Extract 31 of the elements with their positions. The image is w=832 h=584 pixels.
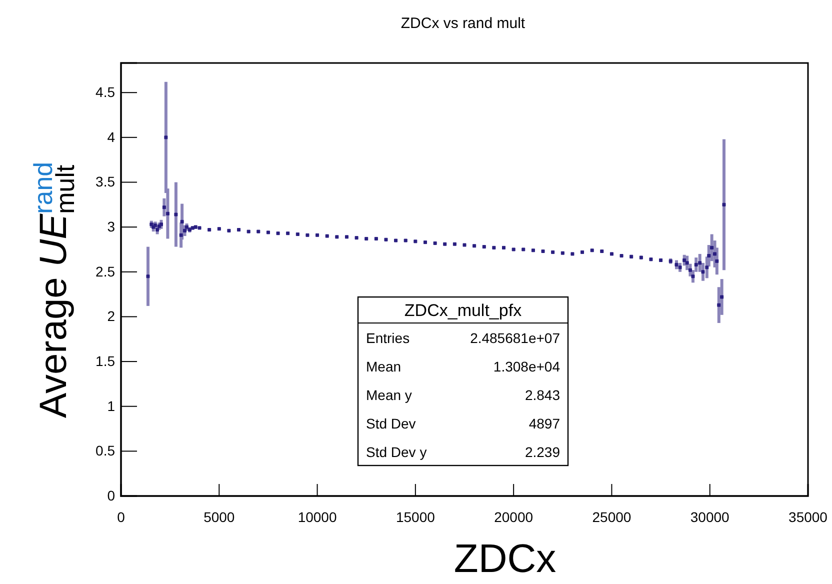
y-tick-label: 0.5 (96, 442, 116, 459)
x-axis-title: ZDCx (454, 537, 556, 581)
y-tick-label: 0 (107, 487, 116, 504)
annotation: ZDCx_mult_pfx (404, 301, 522, 320)
annotation: Entries (366, 330, 410, 346)
annotation: Std Dev (366, 416, 416, 432)
y-tick-label: 4.5 (96, 84, 116, 100)
annotation: 2.843 (524, 387, 560, 403)
annotation: Mean y (366, 387, 412, 403)
y-tick-label: 1.5 (96, 353, 116, 370)
x-tick-label: 30000 (690, 508, 730, 525)
annotation: 2.239 (524, 444, 560, 460)
y-tick-label: 2.5 (96, 263, 116, 280)
x-tick-label: 20000 (494, 508, 534, 525)
annotation: Mean (366, 358, 402, 374)
y-tick-label: 2 (107, 308, 116, 324)
y-tick-label: 3.5 (96, 174, 116, 190)
annotation: 4897 (528, 416, 560, 432)
y-tick-label: 1 (107, 398, 116, 414)
annotation: 1.308e+04 (493, 358, 560, 374)
x-tick-label: 5000 (204, 508, 235, 525)
chart-title: ZDCx vs rand mult (400, 15, 526, 32)
x-tick-label: 10000 (298, 508, 337, 525)
annotation: 2.485681e+07 (470, 330, 560, 346)
x-tick-label: 25000 (592, 508, 632, 525)
x-tick-label: 35000 (788, 508, 828, 525)
annotation: Std Dev y (366, 444, 427, 460)
x-tick-label: 0 (117, 508, 126, 525)
x-tick-label: 15000 (396, 508, 436, 525)
y-tick-label: 4 (107, 128, 116, 145)
y-tick-label: 3 (107, 218, 116, 235)
